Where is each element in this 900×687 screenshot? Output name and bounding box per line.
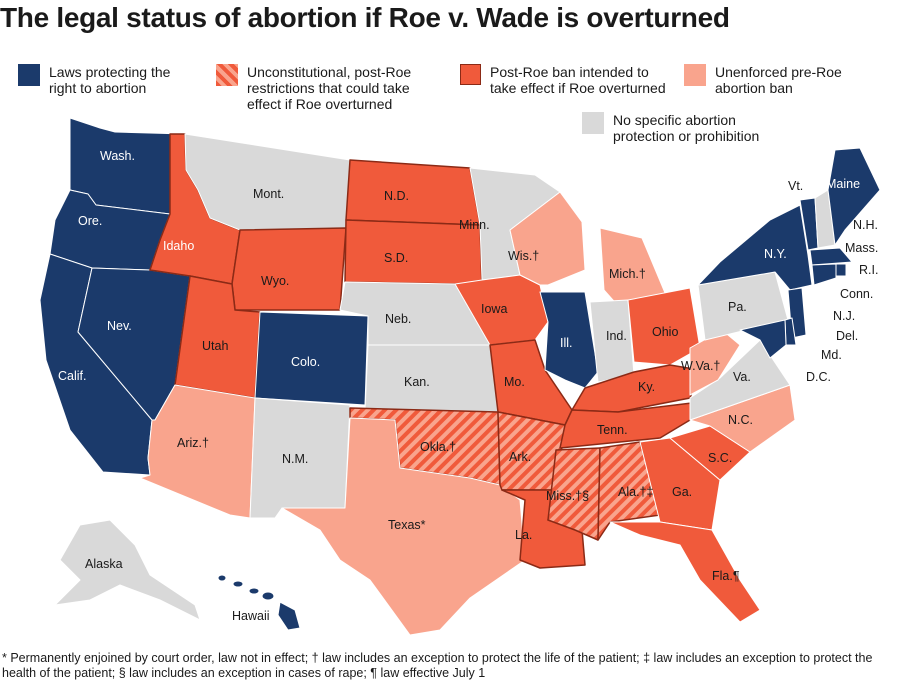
- footnote: * Permanently enjoined by court order, l…: [2, 651, 873, 680]
- state-label: Fla.¶: [712, 569, 740, 583]
- state-label: Ga.: [672, 485, 692, 499]
- state-fla[interactable]: [609, 521, 761, 623]
- us-map: Wash. Ore. Calif. Nev. Idaho Mont. Wyo. Utah Col…: [39, 117, 881, 636]
- state-label: N.H.: [853, 218, 878, 232]
- state-label: Conn.: [840, 287, 873, 301]
- state-label: Mo.: [504, 375, 525, 389]
- state-ga[interactable]: [639, 437, 721, 531]
- state-wis[interactable]: [509, 191, 586, 286]
- state-label: Ky.: [638, 380, 655, 394]
- state-nd[interactable]: [345, 159, 481, 226]
- state-label: Mont.: [253, 187, 284, 201]
- state-label: Wis.†: [508, 249, 539, 263]
- state-label: Minn.: [459, 218, 490, 232]
- legend-label-post-roe-ban: Post-Roe ban intended to take effect if …: [490, 64, 666, 96]
- state-label: Alaska: [85, 557, 123, 571]
- legend-swatch-post-roe-ban: [460, 64, 481, 85]
- state-hawaii[interactable]: [217, 574, 301, 631]
- state-label: Mass.: [845, 241, 878, 255]
- legend-item-post-roe-ban: Post-Roe ban intended to take effect if …: [460, 64, 666, 96]
- state-label: Tenn.: [597, 423, 628, 437]
- state-label: S.C.: [708, 451, 732, 465]
- state-label: Ala.†‡: [618, 485, 653, 499]
- state-ill[interactable]: [539, 291, 599, 389]
- state-label: Del.: [836, 329, 858, 343]
- state-ala[interactable]: [597, 441, 661, 541]
- state-label: La.: [515, 528, 532, 542]
- state-ri[interactable]: [835, 263, 847, 277]
- state-label: Maine: [826, 177, 860, 191]
- state-kan[interactable]: [364, 344, 499, 413]
- state-label: Idaho: [163, 239, 194, 253]
- state-label: Neb.: [385, 312, 411, 326]
- state-label: Ohio: [652, 325, 678, 339]
- state-label: Calif.: [58, 369, 86, 383]
- state-label: Texas*: [388, 518, 426, 532]
- legend-label-protect: Laws protecting the right to abortion: [49, 64, 171, 96]
- state-label: Va.: [733, 370, 751, 384]
- map-title: The legal status of abortion if Roe v. W…: [0, 2, 730, 33]
- state-label: Okla.†: [420, 440, 456, 454]
- legend-item-pre-roe: Unenforced pre-Roe abortion ban: [684, 64, 842, 96]
- state-label: S.D.: [384, 251, 408, 265]
- legend-swatch-pre-roe: [684, 64, 706, 86]
- state-alaska[interactable]: [54, 519, 201, 621]
- state-label: Md.: [821, 348, 842, 362]
- state-label: Colo.: [291, 355, 320, 369]
- state-label: R.I.: [859, 263, 878, 277]
- state-label: W.Va.†: [681, 359, 720, 373]
- state-label: Ark.: [509, 450, 531, 464]
- state-label: Ill.: [560, 336, 573, 350]
- legend-swatch-unconstitutional: [216, 64, 238, 86]
- state-label: Miss.†§: [546, 489, 589, 503]
- legend-item-unconstitutional: Unconstitutional, post-Roe restrictions …: [216, 64, 411, 112]
- state-label: Iowa: [481, 302, 507, 316]
- state-label: N.J.: [833, 309, 855, 323]
- state-label: Vt.: [788, 179, 803, 193]
- state-label: Hawaii: [232, 609, 270, 623]
- state-label: Utah: [202, 339, 228, 353]
- state-label: N.C.: [728, 413, 753, 427]
- legend-item-none: No specific abortion protection or prohi…: [582, 112, 759, 144]
- state-label: N.D.: [384, 189, 409, 203]
- state-label: N.Y.: [764, 247, 787, 261]
- state-conn[interactable]: [811, 263, 837, 286]
- legend-swatch-protect: [18, 64, 40, 86]
- state-label: N.M.: [282, 452, 308, 466]
- state-maine[interactable]: [827, 147, 881, 246]
- state-mass[interactable]: [809, 247, 853, 266]
- state-ohio[interactable]: [627, 287, 701, 366]
- state-label: Ariz.†: [177, 436, 209, 450]
- state-label: Ind.: [606, 329, 627, 343]
- state-label: D.C.: [806, 370, 831, 384]
- state-miss[interactable]: [547, 447, 601, 541]
- legend-label-none: No specific abortion protection or prohi…: [613, 112, 760, 144]
- legend-label-unconstitutional: Unconstitutional, post-Roe restrictions …: [247, 64, 412, 112]
- legend-swatch-none: [582, 112, 604, 134]
- state-label: Mich.†: [609, 267, 646, 281]
- state-mont[interactable]: [184, 133, 351, 231]
- legend-item-protect: Laws protecting the right to abortion: [18, 64, 170, 96]
- state-label: Nev.: [107, 319, 132, 333]
- state-label: Ore.: [78, 214, 102, 228]
- state-label: Wash.: [100, 149, 135, 163]
- legend-label-pre-roe: Unenforced pre-Roe abortion ban: [715, 64, 842, 96]
- state-label: Pa.: [728, 300, 747, 314]
- state-texas[interactable]: [281, 417, 526, 636]
- state-wyo[interactable]: [231, 227, 347, 311]
- state-label: Wyo.: [261, 274, 289, 288]
- state-md[interactable]: [739, 319, 787, 359]
- state-ny[interactable]: [697, 204, 813, 291]
- state-label: Kan.: [404, 375, 430, 389]
